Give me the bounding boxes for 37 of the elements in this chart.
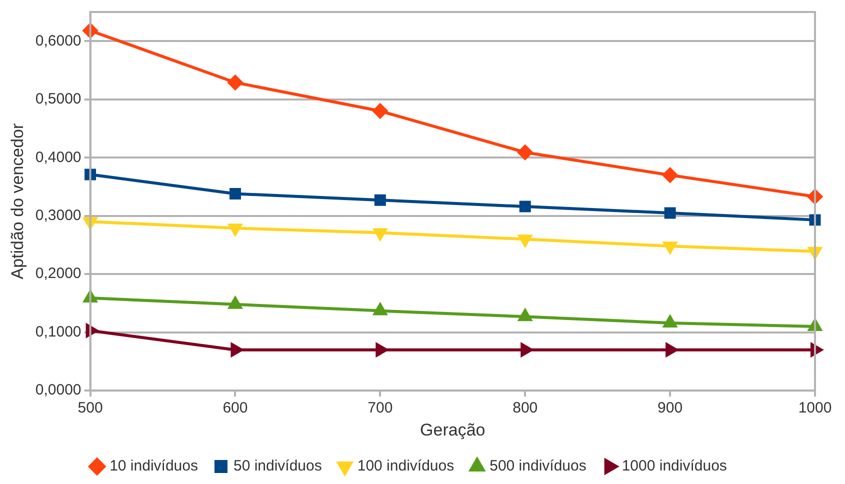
point [518, 309, 532, 322]
legend-label: 1000 indivíduos [622, 458, 727, 475]
x-tick-label: 700 [368, 400, 393, 417]
point [376, 343, 388, 357]
point [662, 168, 678, 183]
y-tick-label: 0,3000 [35, 207, 82, 224]
point [664, 207, 676, 219]
y-axis-title: Aptidão do vencedor [8, 122, 27, 280]
y-tick-label: 0,4000 [35, 148, 82, 166]
point [230, 343, 243, 357]
legend-label: 50 indivíduos [233, 458, 322, 475]
y-tick-label: 0,0000 [35, 382, 82, 399]
point [374, 194, 386, 206]
point [810, 343, 822, 357]
point [372, 104, 388, 119]
x-tick-label: 800 [512, 400, 538, 417]
x-tick-label: 1000 [798, 400, 832, 417]
point [229, 188, 241, 200]
x-tick-label: 600 [222, 400, 248, 417]
x-tick-label: 500 [78, 400, 103, 417]
x-tick-label: 900 [658, 400, 683, 417]
point [518, 144, 533, 160]
point [519, 200, 531, 212]
y-tick-label: 0,5000 [35, 90, 82, 108]
point [228, 74, 243, 90]
x-axis-title: Geração [420, 420, 486, 440]
y-tick-label: 0,1000 [35, 323, 82, 340]
point [228, 296, 242, 309]
y-tick-label: 0,2000 [35, 265, 82, 282]
point [666, 343, 678, 357]
point [520, 343, 533, 357]
legend-label: 10 indivíduos [110, 458, 198, 475]
point [663, 316, 677, 328]
legend-label: 500 indivíduos [490, 458, 586, 475]
point [373, 303, 387, 316]
legend-label: 100 indivíduos [357, 458, 454, 475]
y-tick-label: 0,6000 [35, 32, 82, 50]
